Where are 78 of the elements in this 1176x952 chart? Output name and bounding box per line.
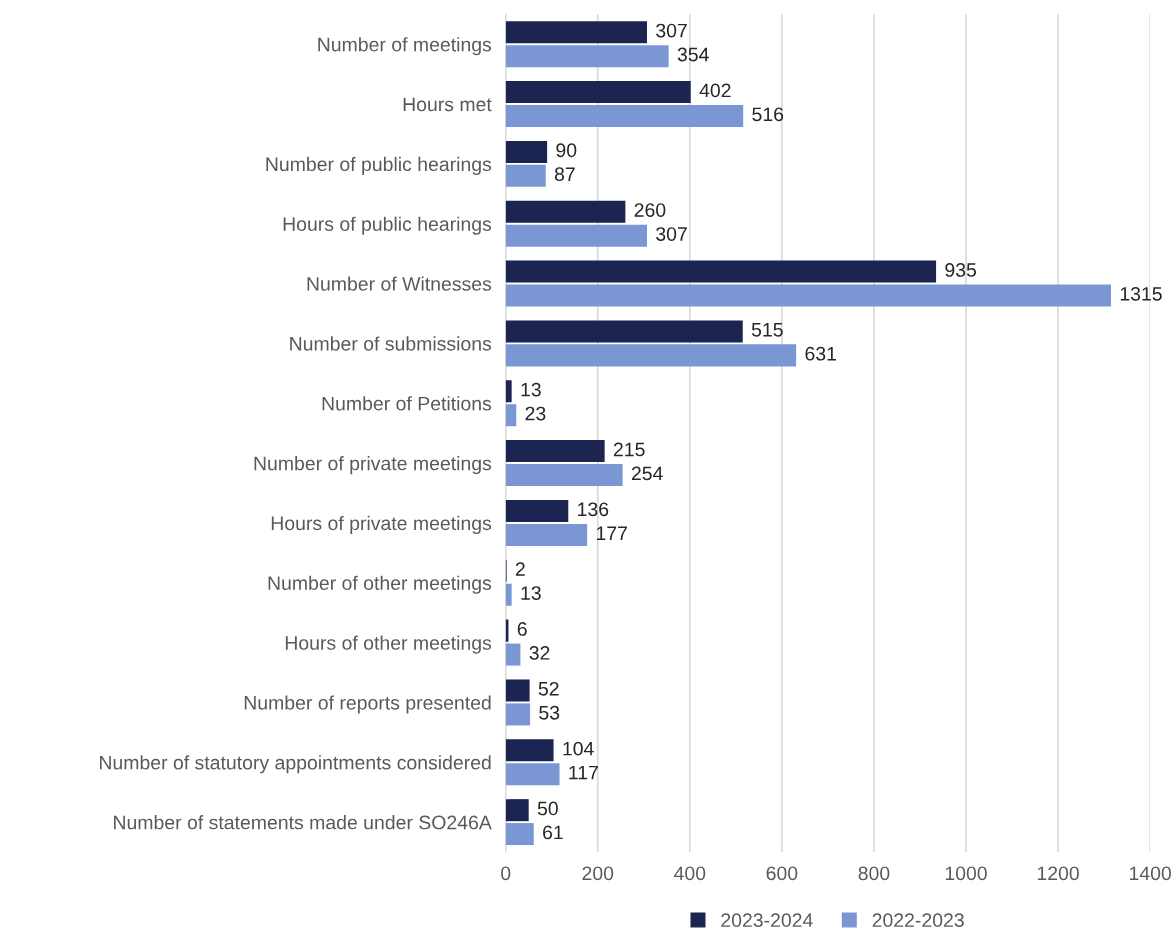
bar — [505, 140, 548, 163]
y-tick-label: Number of submissions — [290, 336, 492, 351]
data-label: 254 — [631, 466, 663, 481]
data-label: 177 — [596, 526, 627, 540]
data-label: 402 — [699, 83, 731, 98]
data-label: 13 — [521, 382, 541, 397]
data-label: 104 — [563, 741, 594, 756]
y-tick-label: Number of Witnesses — [307, 276, 492, 291]
data-label: 215 — [613, 442, 645, 457]
data-label: 631 — [805, 346, 836, 361]
x-tick-label: 1200 — [1037, 866, 1079, 881]
bar — [505, 45, 669, 68]
bar — [505, 763, 560, 786]
bar — [505, 823, 534, 846]
x-tick-label: 800 — [858, 866, 890, 881]
data-label: 32 — [529, 646, 550, 660]
bar — [505, 344, 797, 367]
bar — [505, 320, 743, 343]
x-tick-label: 1000 — [945, 866, 987, 881]
x-tick-label: 400 — [674, 866, 706, 881]
data-label: 52 — [538, 681, 559, 696]
x-tick-label: 0 — [501, 866, 511, 881]
bar — [505, 523, 588, 546]
bar — [505, 404, 517, 427]
bar — [505, 284, 1111, 307]
bar — [505, 464, 623, 487]
y-tick-label: Number of public hearings — [266, 156, 492, 175]
y-tick-label: Number of other meetings — [268, 575, 492, 594]
data-label: 1315 — [1120, 286, 1162, 301]
y-tick-label: Number of meetings — [318, 37, 492, 56]
bar — [505, 200, 626, 223]
bar — [505, 81, 691, 104]
y-tick-label: Number of statutory appointments considered — [100, 755, 491, 774]
y-tick-label: Number of statements made under SO246A — [114, 815, 492, 830]
data-label: 13 — [521, 586, 541, 600]
bar — [505, 679, 530, 702]
bar — [505, 164, 546, 187]
bar — [505, 224, 647, 247]
legend-label: 2022-2023 — [872, 913, 964, 928]
y-tick-label: Number of reports presented — [244, 695, 491, 714]
bar — [505, 380, 512, 403]
data-label: 136 — [578, 502, 609, 517]
bar — [505, 260, 937, 283]
y-tick-label: Number of Petitions — [322, 396, 492, 411]
y-tick-label: Hours met — [403, 97, 492, 112]
bar — [505, 440, 605, 463]
x-tick-label: 1400 — [1129, 866, 1171, 881]
x-tick-label: 200 — [582, 866, 614, 881]
bar — [505, 499, 569, 522]
y-tick-label: Hours of private meetings — [271, 515, 492, 534]
data-label: 61 — [543, 825, 563, 840]
bar — [505, 105, 744, 128]
bar — [505, 703, 531, 726]
bar — [505, 643, 521, 666]
bar — [505, 21, 647, 44]
data-label: 515 — [751, 323, 783, 337]
data-label: 53 — [539, 705, 560, 720]
x-tick-label: 600 — [766, 866, 798, 881]
data-label: 90 — [556, 143, 577, 158]
y-tick-label: Number of private meetings — [254, 456, 492, 475]
data-label: 260 — [634, 203, 666, 217]
data-label: 23 — [525, 406, 546, 421]
data-label: 516 — [752, 107, 784, 122]
y-tick-label: Hours of public hearings — [283, 216, 492, 235]
data-label: 50 — [537, 801, 558, 816]
data-label: 2 — [515, 562, 525, 576]
data-label: 935 — [945, 263, 977, 277]
bar — [505, 583, 512, 606]
data-label: 307 — [656, 23, 687, 38]
data-label: 117 — [569, 765, 598, 780]
data-label: 307 — [656, 227, 687, 241]
data-label: 87 — [554, 167, 575, 182]
y-tick-label: Hours of other meetings — [285, 635, 492, 654]
data-label: 354 — [677, 47, 709, 62]
legend-label: 2023-2024 — [721, 913, 813, 928]
bar — [505, 799, 529, 822]
bar — [505, 739, 554, 762]
data-label: 6 — [517, 622, 527, 636]
